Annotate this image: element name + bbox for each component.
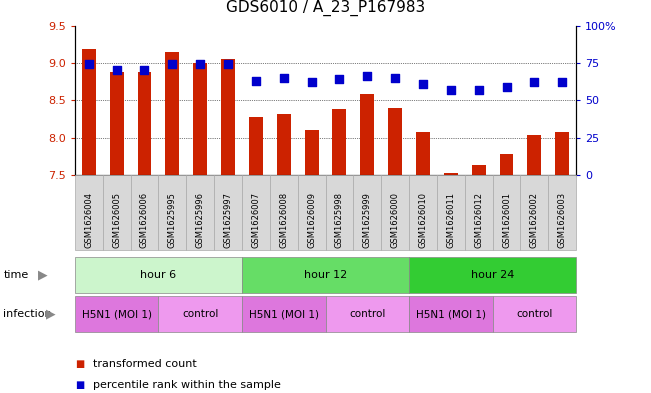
Point [362,73,372,79]
Text: GSM1625995: GSM1625995 [168,192,177,248]
Point [334,76,344,83]
Text: control: control [182,309,218,319]
Bar [109,72,124,175]
Text: GSM1626003: GSM1626003 [558,191,567,248]
Text: H5N1 (MOI 1): H5N1 (MOI 1) [81,309,152,319]
Text: GSM1626012: GSM1626012 [474,192,483,248]
Bar [360,94,374,175]
Text: ▶: ▶ [46,307,55,321]
Text: percentile rank within the sample: percentile rank within the sample [93,380,281,390]
Text: infection: infection [3,309,52,319]
Point [529,79,540,85]
Point [418,81,428,87]
Text: H5N1 (MOI 1): H5N1 (MOI 1) [249,309,319,319]
Bar [193,63,207,175]
Text: hour 24: hour 24 [471,270,514,280]
Text: GSM1626002: GSM1626002 [530,192,539,248]
Bar [527,135,542,175]
Point [557,79,568,85]
Bar [221,59,235,175]
Bar [165,52,179,175]
Point [279,75,289,81]
Point [390,75,400,81]
Point [251,78,261,84]
Bar [82,50,96,175]
Text: hour 6: hour 6 [141,270,176,280]
Point [473,86,484,93]
Point [501,84,512,90]
Text: control: control [516,309,553,319]
Bar [137,72,152,175]
Text: control: control [349,309,385,319]
Bar [472,165,486,175]
Text: time: time [3,270,29,280]
Bar [333,109,346,175]
Text: GSM1626001: GSM1626001 [502,192,511,248]
Text: GSM1626008: GSM1626008 [279,191,288,248]
Text: GSM1626005: GSM1626005 [112,192,121,248]
Point [445,86,456,93]
Text: ▶: ▶ [38,268,48,281]
Text: GSM1625996: GSM1625996 [196,192,204,248]
Bar [277,114,291,175]
Point [139,67,150,73]
Point [223,61,233,68]
Point [167,61,178,68]
Text: GSM1625999: GSM1625999 [363,192,372,248]
Text: hour 12: hour 12 [304,270,347,280]
Text: GSM1626006: GSM1626006 [140,191,149,248]
Bar [305,130,318,175]
Text: ■: ■ [75,380,84,390]
Text: GSM1626011: GSM1626011 [447,192,455,248]
Text: GSM1625998: GSM1625998 [335,192,344,248]
Bar [499,154,514,175]
Bar [444,173,458,175]
Text: GSM1626007: GSM1626007 [251,191,260,248]
Text: GSM1625997: GSM1625997 [223,192,232,248]
Text: GSM1626009: GSM1626009 [307,192,316,248]
Point [307,79,317,85]
Text: transformed count: transformed count [93,358,197,369]
Text: ■: ■ [75,358,84,369]
Point [195,61,206,68]
Point [83,61,94,68]
Text: GSM1626010: GSM1626010 [419,192,428,248]
Text: GSM1626000: GSM1626000 [391,192,400,248]
Bar [555,132,569,175]
Bar [388,108,402,175]
Text: GSM1626004: GSM1626004 [84,192,93,248]
Point [111,67,122,73]
Bar [416,132,430,175]
Text: GDS6010 / A_23_P167983: GDS6010 / A_23_P167983 [226,0,425,16]
Text: H5N1 (MOI 1): H5N1 (MOI 1) [416,309,486,319]
Bar [249,118,263,175]
